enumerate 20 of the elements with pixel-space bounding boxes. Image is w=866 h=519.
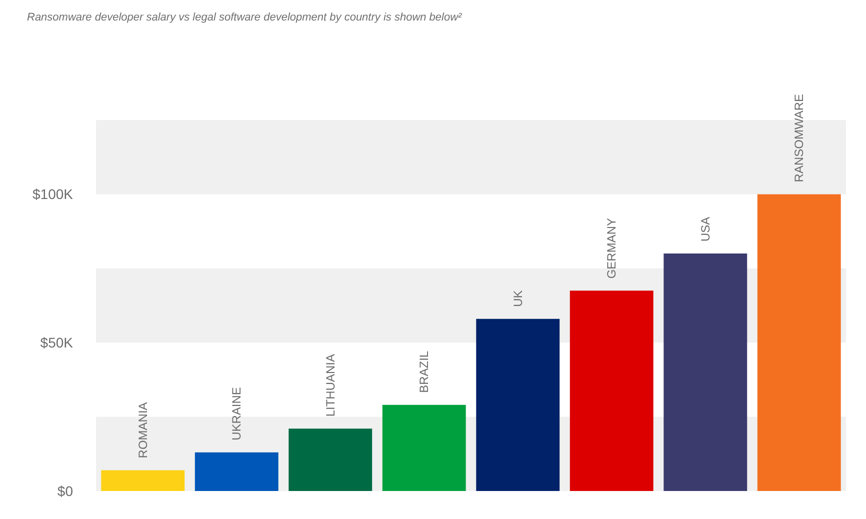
x-tick-label: UK: [510, 290, 525, 307]
x-tick-label: LITHUANIA: [323, 354, 338, 417]
bar: [382, 404, 466, 491]
bar: [194, 452, 278, 491]
y-tick-label: $100K: [32, 186, 74, 202]
bar: [570, 290, 654, 491]
bar: [664, 254, 748, 491]
x-tick-label: ROMANIA: [136, 402, 150, 458]
x-tick-label: USA: [698, 216, 712, 242]
x-tick-label: GERMANY: [604, 218, 619, 279]
x-tick-label: RANSOMWARE: [792, 94, 806, 182]
bar: [288, 428, 372, 491]
y-tick-label: $0: [57, 483, 74, 499]
chart-title: Ransomware developer salary vs legal software development by country is shown below²: [27, 12, 462, 24]
bar: [101, 470, 185, 491]
bar: [757, 194, 841, 491]
x-tick-label: BRAZIL: [417, 350, 432, 393]
x-tick-label: UKRAINE: [230, 387, 244, 440]
bar: [476, 318, 560, 491]
y-tick-label: $50K: [40, 334, 74, 351]
